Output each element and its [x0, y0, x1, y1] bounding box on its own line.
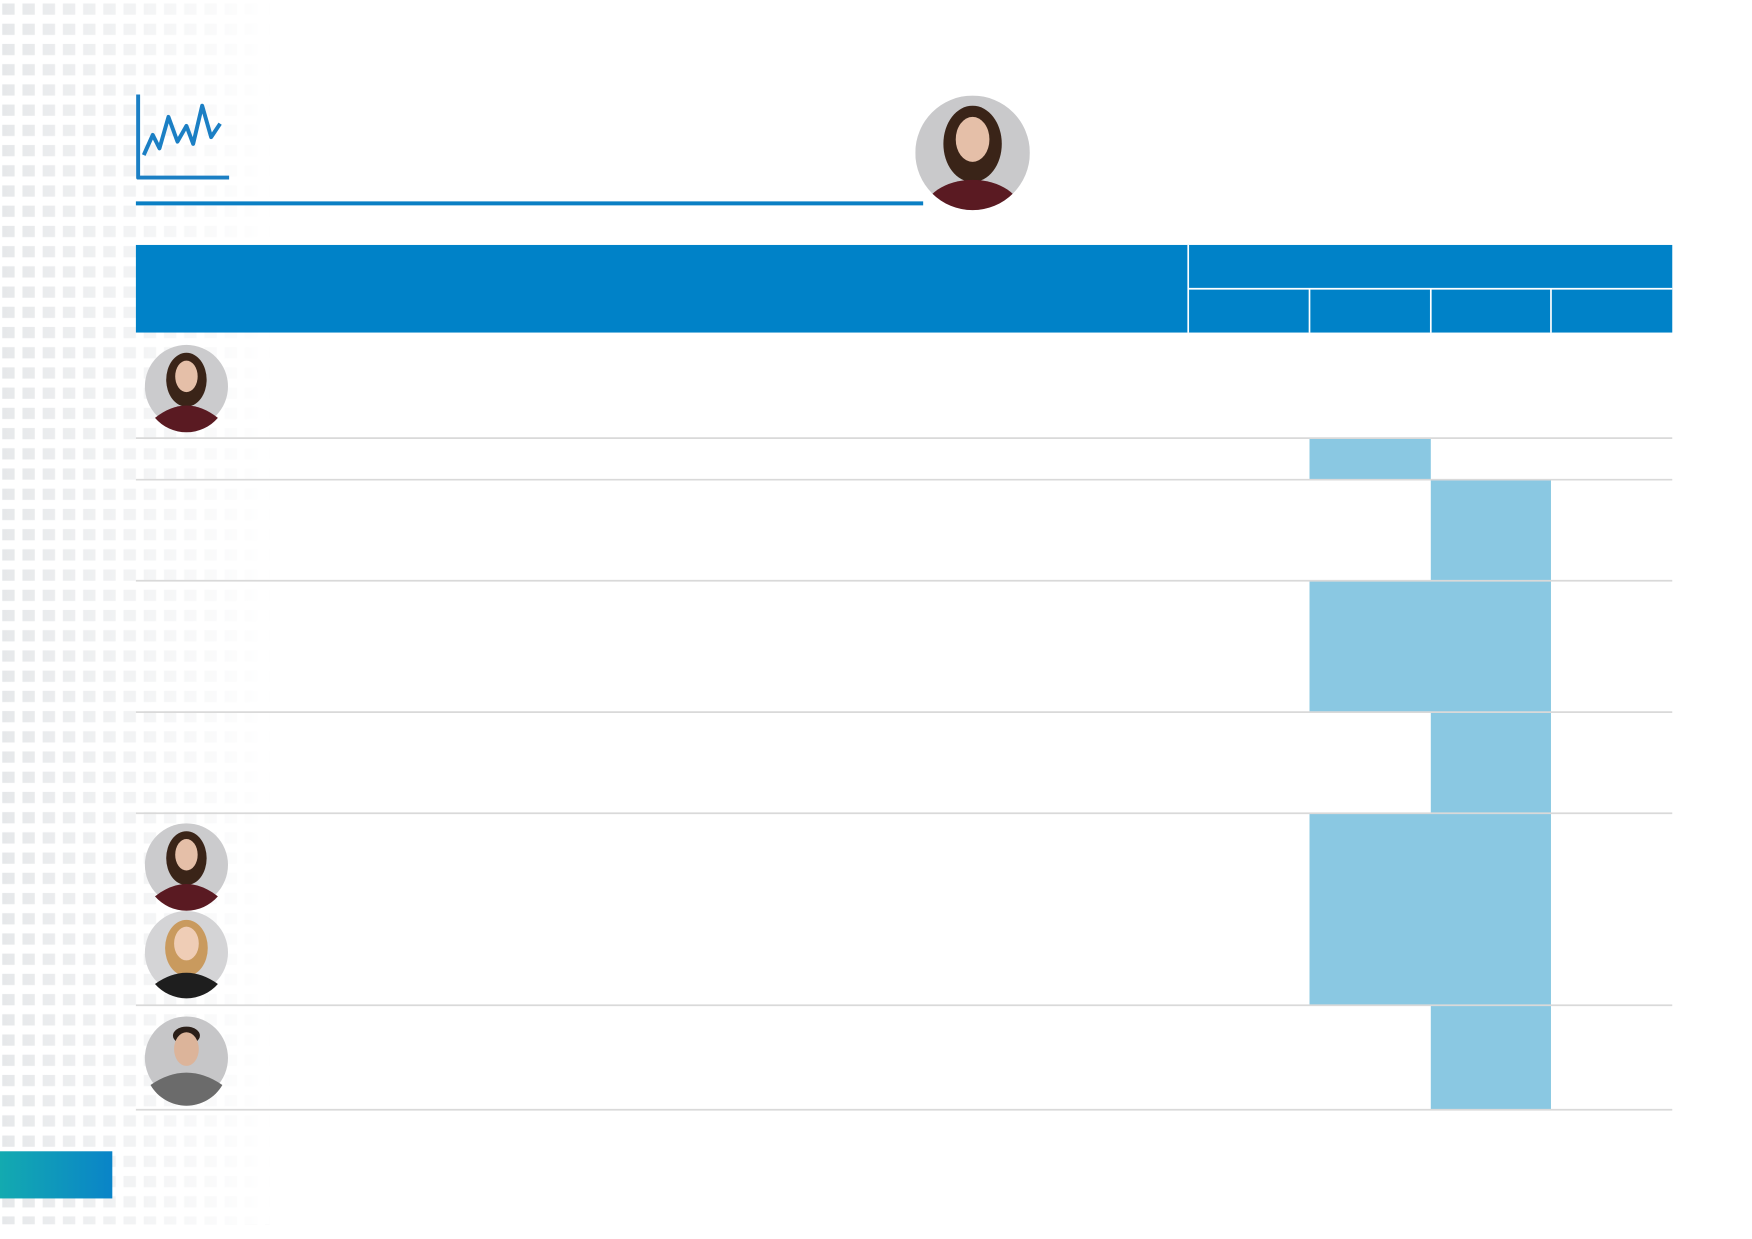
avatar	[144, 910, 228, 999]
page-tab	[0, 1151, 113, 1199]
header-avatar	[911, 92, 1034, 214]
table-header	[135, 244, 1673, 333]
avatar	[144, 823, 228, 911]
row-dividers	[135, 437, 1673, 1111]
highlight-cells	[1309, 438, 1551, 1110]
chart-icon	[136, 94, 230, 180]
avatar	[144, 344, 228, 433]
background-fade	[0, 0, 270, 1225]
avatar	[144, 1016, 228, 1106]
